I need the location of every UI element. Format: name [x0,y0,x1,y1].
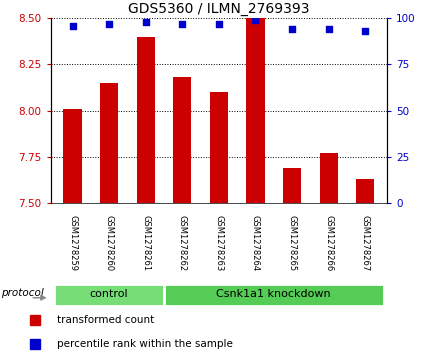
Text: Csnk1a1 knockdown: Csnk1a1 knockdown [216,289,331,299]
Text: GSM1278261: GSM1278261 [141,215,150,271]
Text: GSM1278263: GSM1278263 [214,215,224,271]
Bar [283,168,301,203]
Bar [54,284,164,306]
Text: percentile rank within the sample: percentile rank within the sample [57,339,233,348]
Point [142,19,149,25]
Point [289,26,296,32]
Bar [136,37,155,203]
Point [216,21,223,26]
Point [69,23,76,28]
Title: GDS5360 / ILMN_2769393: GDS5360 / ILMN_2769393 [128,2,310,16]
Text: GSM1278259: GSM1278259 [68,215,77,271]
Text: GSM1278266: GSM1278266 [324,215,333,271]
Bar [319,153,338,203]
Point [106,21,113,26]
Text: GSM1278262: GSM1278262 [178,215,187,271]
Bar [246,18,264,203]
Text: GSM1278260: GSM1278260 [105,215,114,271]
Bar [173,77,191,203]
Text: GSM1278264: GSM1278264 [251,215,260,271]
Text: GSM1278265: GSM1278265 [288,215,297,271]
Bar [164,284,384,306]
Text: control: control [90,289,128,299]
Text: GSM1278267: GSM1278267 [361,215,370,271]
Point [252,17,259,23]
Bar [100,83,118,203]
Bar [63,109,82,203]
Bar [356,179,374,203]
Point [179,21,186,26]
Point [362,28,369,34]
Text: protocol: protocol [1,287,44,298]
Point [325,26,332,32]
Bar [210,92,228,203]
Text: transformed count: transformed count [57,315,154,325]
